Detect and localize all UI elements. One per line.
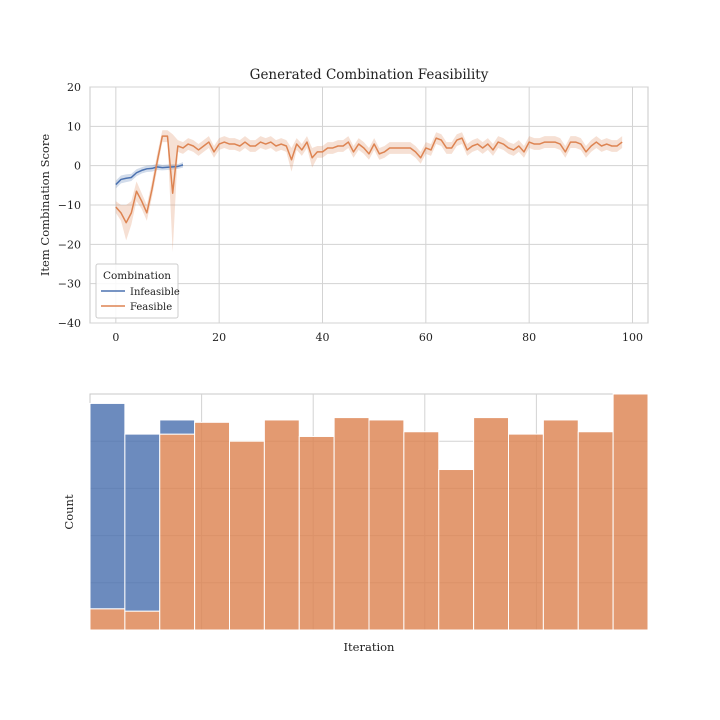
line-chart-x-ticks: 0 20 40 60 80 100 (112, 331, 643, 344)
line-chart-series (115, 135, 623, 224)
line-chart-title: Generated Combination Feasibility (250, 67, 489, 83)
line-chart-y-axis-label: Item Combination Score (38, 134, 52, 276)
histogram-bar-feasible (124, 610, 161, 631)
legend-label-feasible: Feasible (130, 302, 172, 313)
histogram-bar-feasible (403, 431, 440, 631)
line-chart-y-tick-label: −10 (58, 199, 81, 212)
histogram-bar-feasible (89, 608, 126, 631)
line-chart-x-tick-label: 40 (316, 331, 330, 344)
histogram-bar-feasible (159, 433, 196, 631)
line-chart-x-tick-label: 100 (622, 331, 643, 344)
line-chart-x-tick-label: 20 (212, 331, 226, 344)
legend-label-infeasible: Infeasible (130, 287, 180, 298)
line-chart-y-tick-label: −30 (58, 278, 81, 291)
line-chart-y-ticks: 20 10 0 −10 −20 −30 −40 (58, 81, 81, 330)
confidence-band-infeasible (115, 162, 183, 189)
line-chart-y-tick-label: −40 (58, 317, 81, 330)
legend-title: Combination (103, 270, 171, 282)
line-chart-y-tick-label: −20 (58, 238, 81, 251)
histogram-bar-infeasible (124, 433, 161, 612)
histogram-bar-feasible (229, 440, 265, 631)
histogram-bar-feasible (473, 417, 509, 631)
histogram-bar-feasible (368, 419, 405, 631)
histogram-bar-feasible (263, 419, 300, 631)
histogram-bars (89, 393, 649, 631)
series-line-infeasible (115, 164, 184, 186)
histogram-bar-feasible (612, 393, 649, 631)
histogram-bar-feasible (438, 469, 475, 631)
line-chart-x-tick-label: 80 (522, 331, 536, 344)
histogram-bar-feasible (298, 435, 335, 631)
histogram-y-axis-label: Count (62, 494, 76, 530)
histogram-x-axis-label: Iteration (344, 640, 396, 654)
histogram-bar-infeasible (89, 402, 126, 610)
line-chart-y-tick-label: 20 (67, 81, 81, 94)
line-chart-y-tick-label: 10 (67, 120, 81, 133)
histogram-bar-feasible (333, 417, 370, 631)
line-chart-y-tick-label: 0 (74, 160, 81, 173)
histogram-bar-feasible (194, 421, 230, 631)
histogram-bar-feasible (577, 431, 614, 631)
histogram-bar-feasible (542, 419, 579, 631)
legend-box (95, 263, 179, 319)
histogram-bar-infeasible (159, 419, 196, 435)
histogram-bar-feasible (508, 433, 544, 631)
line-chart-x-tick-label: 0 (112, 331, 119, 344)
histogram-chart: Count Iteration (62, 393, 649, 654)
line-chart-x-tick-label: 60 (419, 331, 433, 344)
legend: Combination Infeasible Feasible (95, 263, 180, 319)
series-line-feasible (115, 135, 623, 224)
